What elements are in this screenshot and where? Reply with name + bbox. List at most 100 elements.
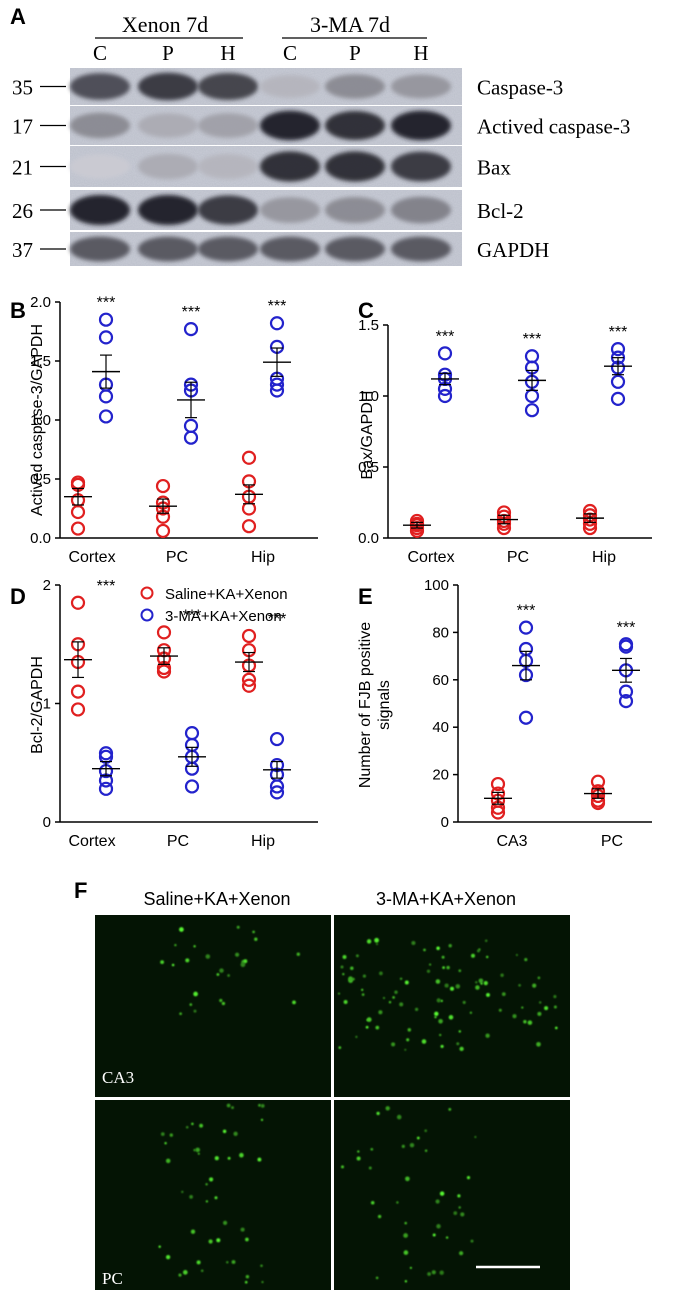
fjb-positive-cell bbox=[446, 965, 450, 970]
fjb-positive-cell bbox=[160, 1132, 165, 1136]
micrograph-haze bbox=[95, 1100, 331, 1290]
y-tick-label: 1.0 bbox=[30, 412, 51, 429]
fjb-positive-cell bbox=[181, 1190, 184, 1194]
fjb-positive-cell bbox=[423, 948, 426, 952]
micrograph-ca3-threema bbox=[334, 915, 570, 1097]
fjb-positive-cell bbox=[436, 1224, 441, 1229]
fjb-positive-cell bbox=[193, 1009, 197, 1013]
data-point bbox=[156, 625, 172, 640]
significance-marker: *** bbox=[97, 578, 116, 595]
y-tick-label: 2 bbox=[43, 577, 51, 594]
fjb-positive-cell bbox=[471, 953, 475, 958]
x-tick-label: PC bbox=[166, 549, 188, 566]
fjb-positive-cell bbox=[375, 1276, 379, 1280]
fjb-positive-cell bbox=[554, 1026, 558, 1030]
fjb-positive-cell bbox=[240, 1227, 245, 1232]
blot-band bbox=[198, 154, 258, 179]
y-tick-label: 1.0 bbox=[358, 388, 379, 405]
significance-marker: *** bbox=[517, 603, 536, 620]
lane-label: H bbox=[220, 41, 235, 65]
blot-band bbox=[325, 236, 385, 262]
fjb-positive-cell bbox=[518, 984, 521, 987]
fjb-positive-cell bbox=[392, 996, 395, 999]
fjb-positive-cell bbox=[235, 952, 240, 957]
x-tick-label: PC bbox=[507, 549, 529, 566]
fjb-positive-cell bbox=[361, 988, 364, 991]
fjb-positive-cell bbox=[480, 982, 483, 985]
fjb-positive-cell bbox=[444, 983, 449, 988]
fjb-positive-cell bbox=[441, 955, 445, 959]
y-tick-label: 0.0 bbox=[358, 530, 379, 547]
protein-label: GAPDH bbox=[477, 238, 549, 262]
fjb-positive-cell bbox=[475, 981, 478, 984]
fjb-positive-cell bbox=[377, 1214, 382, 1219]
blot-band bbox=[325, 151, 385, 182]
blot-band bbox=[325, 110, 385, 141]
y-tick-label: 60 bbox=[432, 672, 449, 689]
fjb-positive-cell bbox=[466, 1176, 471, 1180]
fjb-positive-cell bbox=[439, 1191, 445, 1196]
fjb-positive-cell bbox=[164, 1142, 167, 1145]
series-3ma bbox=[92, 726, 291, 800]
data-point bbox=[156, 664, 172, 679]
blot-band bbox=[198, 72, 258, 101]
fjb-positive-cell bbox=[458, 1206, 461, 1209]
significance-marker: *** bbox=[268, 611, 287, 628]
fjb-positive-cell bbox=[350, 966, 354, 970]
fjb-positive-cell bbox=[348, 976, 353, 982]
y-tick-label: 80 bbox=[432, 624, 449, 641]
data-point bbox=[524, 403, 540, 418]
fjb-positive-cell bbox=[485, 1033, 490, 1038]
fjb-positive-cell bbox=[414, 1007, 419, 1012]
blot-band bbox=[391, 151, 451, 182]
fjb-positive-cell bbox=[191, 1122, 194, 1126]
mw-marker: 17 bbox=[12, 115, 33, 139]
fjb-positive-cell bbox=[160, 960, 165, 965]
x-tick-label: PC bbox=[167, 833, 189, 850]
protein-label: Bax bbox=[477, 156, 511, 180]
fjb-positive-cell bbox=[219, 998, 223, 1003]
fjb-positive-cell bbox=[226, 1103, 231, 1108]
fjb-positive-cell bbox=[223, 1220, 228, 1225]
fjb-positive-cell bbox=[214, 1196, 218, 1200]
fjb-positive-cell bbox=[500, 973, 504, 977]
y-tick-label: 40 bbox=[432, 719, 449, 736]
blot-row-bcl-2: 26 Bcl-2 bbox=[12, 190, 524, 230]
series-saline bbox=[64, 595, 263, 717]
data-point bbox=[437, 388, 453, 404]
y-axis-label: Bax/GAPDH bbox=[359, 391, 376, 480]
data-point bbox=[98, 781, 114, 796]
fjb-positive-cell bbox=[406, 1038, 410, 1042]
data-point bbox=[269, 383, 285, 398]
data-point bbox=[241, 519, 257, 534]
data-point bbox=[70, 684, 86, 699]
x-tick-label: Cortex bbox=[68, 549, 115, 566]
fjb-positive-cell bbox=[396, 1114, 402, 1120]
y-tick-label: 0.5 bbox=[358, 459, 379, 476]
data-point bbox=[98, 409, 114, 424]
panel-a: A Xenon 7d 3-MA 7d C P H C P H 35 Caspase-3 17 A… bbox=[10, 4, 630, 266]
fjb-positive-cell bbox=[340, 965, 344, 969]
fjb-positive-cell bbox=[239, 1152, 244, 1158]
fjb-positive-cell bbox=[179, 1012, 182, 1016]
fjb-positive-cell bbox=[195, 1147, 200, 1153]
fjb-positive-cell bbox=[231, 1106, 234, 1110]
fjb-positive-cell bbox=[355, 954, 359, 958]
legend: Saline+KA+Xenon 3-MA+KA+Xenon bbox=[140, 586, 288, 625]
fjb-positive-cell bbox=[342, 973, 345, 976]
blot-band bbox=[70, 112, 130, 139]
y-tick-label: 100 bbox=[424, 577, 449, 594]
fjb-positive-cell bbox=[158, 1245, 161, 1248]
fjb-positive-cell bbox=[476, 949, 480, 953]
fjb-positive-cell bbox=[368, 1166, 372, 1170]
fjb-positive-cell bbox=[426, 969, 431, 973]
fjb-positive-cell bbox=[429, 963, 432, 966]
fjb-positive-cell bbox=[356, 1156, 361, 1161]
data-point bbox=[241, 672, 257, 687]
fjb-positive-cell bbox=[240, 962, 246, 968]
fjb-positive-cell bbox=[456, 1042, 460, 1046]
series-saline bbox=[403, 503, 604, 539]
data-point bbox=[518, 620, 534, 635]
fjb-positive-cell bbox=[405, 1176, 410, 1182]
series-saline bbox=[484, 774, 612, 820]
